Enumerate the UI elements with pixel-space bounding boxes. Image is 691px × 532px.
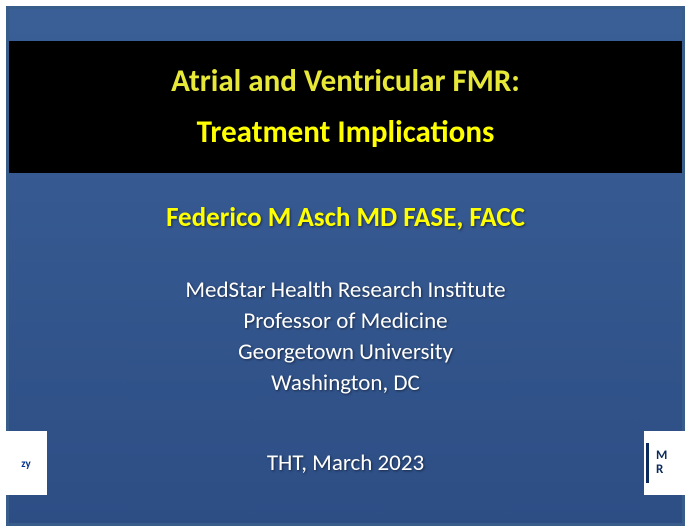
affiliation-line-2: Professor of Medicine — [9, 306, 682, 337]
event-line: THT, March 2023 — [9, 449, 682, 477]
slide-background: Atrial and Ventricular FMR: Treatment Im… — [6, 6, 685, 526]
logo-right-bar-icon — [646, 443, 649, 483]
affiliation-line-3: Georgetown University — [9, 337, 682, 368]
logo-left-fragment: zy — [5, 431, 47, 495]
logo-right-fragment: M R — [644, 431, 686, 495]
slide-frame: Atrial and Ventricular FMR: Treatment Im… — [0, 0, 691, 532]
logo-right-text-2: R — [656, 463, 663, 477]
title-line-2: Treatment Implications — [197, 114, 495, 151]
logo-left-text: zy — [21, 457, 31, 470]
title-line-1: Atrial and Ventricular FMR: — [171, 63, 520, 100]
title-band: Atrial and Ventricular FMR: Treatment Im… — [9, 41, 682, 173]
affiliation-line-1: MedStar Health Research Institute — [9, 275, 682, 306]
affiliation-line-4: Washington, DC — [9, 368, 682, 399]
author-name: Federico M Asch MD FASE, FACC — [9, 201, 682, 234]
affiliation-block: MedStar Health Research Institute Profes… — [9, 275, 682, 399]
logo-right-text-1: M — [656, 449, 667, 463]
